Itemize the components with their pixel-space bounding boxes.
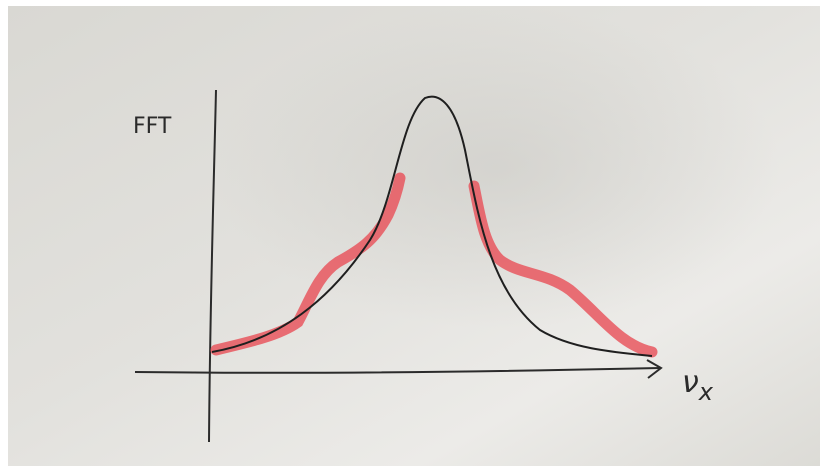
x-axis-symbol: ν bbox=[682, 365, 699, 400]
page: FFT νx (() => { const data = JSON.parse(… bbox=[0, 0, 827, 472]
photo: FFT νx bbox=[0, 0, 827, 472]
y-axis-label: FFT bbox=[133, 114, 172, 139]
x-axis-subscript: x bbox=[698, 378, 714, 406]
